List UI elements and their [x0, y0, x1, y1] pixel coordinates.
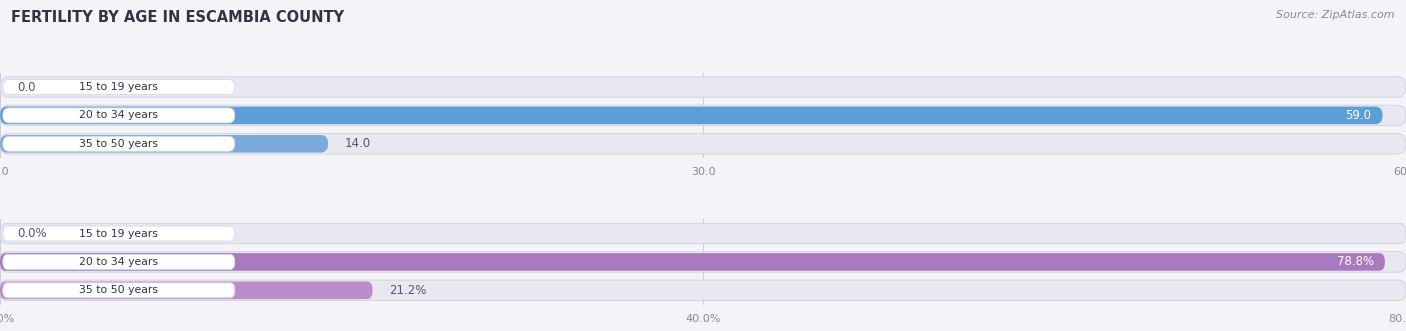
FancyBboxPatch shape — [0, 107, 1382, 124]
Text: 78.8%: 78.8% — [1337, 256, 1374, 268]
Text: 59.0: 59.0 — [1346, 109, 1371, 122]
FancyBboxPatch shape — [0, 223, 1406, 244]
FancyBboxPatch shape — [0, 282, 373, 299]
Text: 35 to 50 years: 35 to 50 years — [79, 285, 159, 295]
Text: 0.0: 0.0 — [17, 80, 35, 94]
FancyBboxPatch shape — [0, 134, 1406, 154]
FancyBboxPatch shape — [3, 79, 235, 94]
Text: 20 to 34 years: 20 to 34 years — [79, 111, 159, 120]
FancyBboxPatch shape — [0, 135, 328, 153]
Text: FERTILITY BY AGE IN ESCAMBIA COUNTY: FERTILITY BY AGE IN ESCAMBIA COUNTY — [11, 10, 344, 25]
Text: 15 to 19 years: 15 to 19 years — [79, 228, 159, 239]
Text: 35 to 50 years: 35 to 50 years — [79, 139, 159, 149]
FancyBboxPatch shape — [3, 136, 235, 151]
Text: 15 to 19 years: 15 to 19 years — [79, 82, 159, 92]
FancyBboxPatch shape — [3, 255, 235, 269]
Text: Source: ZipAtlas.com: Source: ZipAtlas.com — [1277, 10, 1395, 20]
Text: 21.2%: 21.2% — [389, 284, 427, 297]
Text: 20 to 34 years: 20 to 34 years — [79, 257, 159, 267]
FancyBboxPatch shape — [0, 252, 1406, 272]
FancyBboxPatch shape — [0, 280, 1406, 301]
Text: 14.0: 14.0 — [344, 137, 371, 150]
FancyBboxPatch shape — [3, 283, 235, 298]
FancyBboxPatch shape — [3, 226, 235, 241]
FancyBboxPatch shape — [0, 253, 1385, 271]
FancyBboxPatch shape — [3, 108, 235, 123]
FancyBboxPatch shape — [0, 77, 1406, 97]
FancyBboxPatch shape — [0, 105, 1406, 126]
Text: 0.0%: 0.0% — [17, 227, 46, 240]
